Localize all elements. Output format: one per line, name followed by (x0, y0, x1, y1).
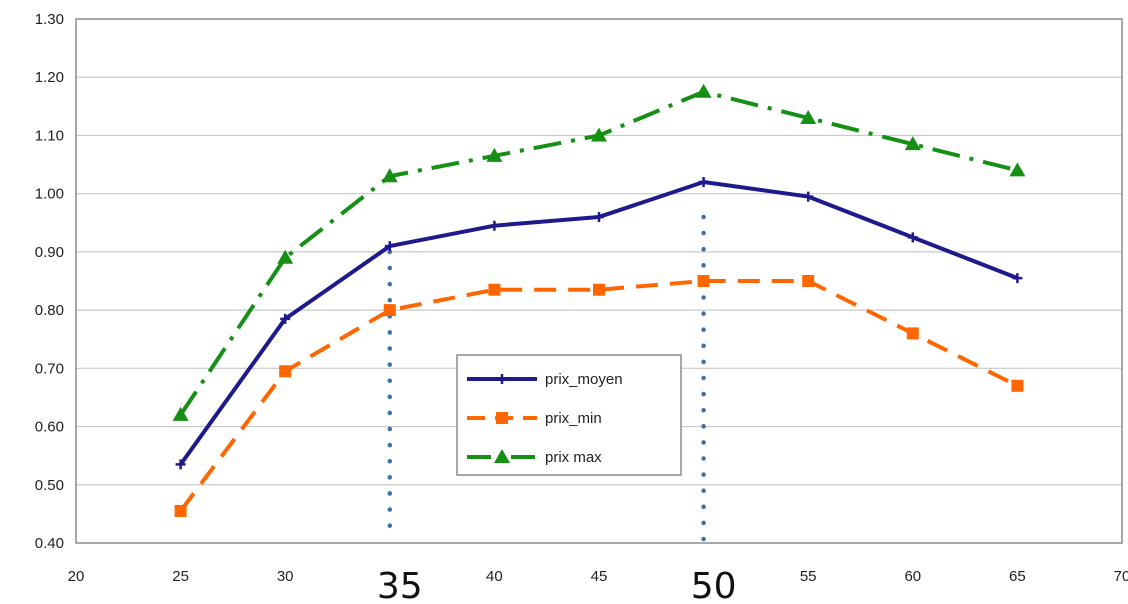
data-point-triangle (277, 249, 294, 264)
annotation-label: 35 (377, 566, 423, 604)
x-tick-label: 40 (486, 568, 503, 585)
y-tick-label: 1.00 (35, 186, 64, 203)
data-point-square (1011, 379, 1024, 392)
data-point-plus (497, 374, 507, 384)
y-tick-label: 0.70 (35, 360, 64, 377)
legend-label: prix max (545, 449, 602, 466)
x-tick-label: 25 (172, 568, 189, 585)
series-prix-max (172, 83, 1026, 421)
axis-tick-labels: 0.40 0.50 0.60 0.70 0.80 0.90 1.00 1.10 1.20 1.30… (35, 11, 1128, 585)
series-prix-moyen (175, 177, 1023, 470)
series-prix-min (174, 275, 1024, 517)
data-point-triangle (172, 406, 189, 421)
y-tick-label: 0.90 (35, 244, 64, 261)
x-tick-label: 20 (68, 568, 85, 585)
plot-area-frame (75, 18, 1123, 544)
data-point-plus (280, 313, 291, 324)
data-point-square (279, 365, 292, 378)
y-tick-label: 1.20 (35, 69, 64, 86)
data-point-square (593, 283, 605, 296)
data-point-plus (803, 191, 814, 202)
y-tick-label: 0.50 (35, 477, 64, 494)
y-tick-label: 0.60 (35, 419, 64, 436)
annotation-label: 50 (691, 566, 737, 604)
legend-label: prix_moyen (545, 371, 623, 388)
data-point-plus (175, 459, 186, 470)
y-tick-label: 1.10 (35, 127, 64, 144)
legend-box (456, 354, 682, 476)
data-point-plus (698, 177, 709, 188)
legend-label: prix_min (545, 410, 602, 427)
data-point-square (906, 327, 919, 340)
data-point-triangle (486, 147, 503, 162)
data-point-triangle (494, 449, 510, 463)
data-point-triangle (800, 109, 817, 124)
data-point-plus (1012, 273, 1023, 284)
x-tick-label: 45 (591, 568, 608, 585)
data-point-triangle (695, 83, 712, 98)
x-tick-label: 70 (1114, 568, 1128, 585)
data-point-square (488, 283, 501, 296)
x-tick-label: 65 (1009, 568, 1026, 585)
data-point-plus (384, 241, 395, 252)
data-point-triangle (381, 168, 398, 183)
data-point-plus (594, 211, 604, 222)
y-tick-label: 0.80 (35, 302, 64, 319)
data-point-plus (907, 232, 918, 243)
annotation-layer: 35 50 (377, 214, 737, 604)
data-point-square (697, 275, 710, 287)
y-tick-label: 0.40 (35, 535, 64, 552)
series-line (178, 279, 1019, 513)
data-point-square (383, 304, 396, 317)
data-point-plus (489, 220, 500, 231)
x-tick-label: 60 (904, 568, 921, 585)
data-point-triangle (904, 136, 921, 151)
data-point-triangle (591, 127, 607, 142)
x-tick-label: 55 (800, 568, 817, 585)
y-tick-label: 1.30 (35, 11, 64, 28)
data-point-square (802, 275, 815, 287)
data-point-square (496, 412, 508, 424)
x-tick-label: 30 (277, 568, 294, 585)
data-point-square (174, 504, 187, 517)
series-layer (172, 83, 1026, 517)
data-point-triangle (1009, 162, 1026, 177)
